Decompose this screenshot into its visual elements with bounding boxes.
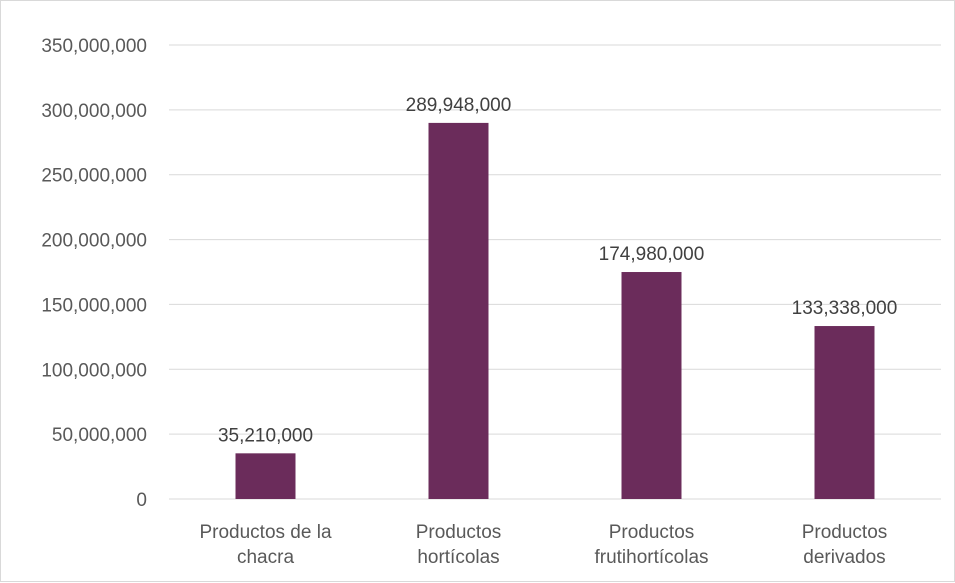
bars (235, 122, 875, 499)
x-tick-label: frutihortícolas (594, 547, 708, 568)
gridlines (169, 44, 941, 500)
bar (814, 326, 875, 499)
bar (235, 453, 296, 499)
data-label: 174,980,000 (599, 244, 705, 265)
bar (428, 122, 489, 499)
y-tick-label: 50,000,000 (52, 425, 147, 446)
y-axis: 0 50,000,000 100,000,000 150,000,000 200,000… (41, 36, 147, 511)
data-label: 35,210,000 (218, 425, 313, 446)
x-tick-label: Productos (609, 522, 695, 543)
data-label: 133,338,000 (792, 298, 898, 319)
x-tick-label: hortícolas (417, 547, 499, 568)
x-tick-label: Productos (416, 522, 502, 543)
x-tick-label: derivados (803, 547, 885, 568)
y-tick-label: 200,000,000 (41, 231, 147, 252)
x-tick-label: chacra (237, 547, 294, 568)
y-tick-label: 100,000,000 (41, 360, 147, 381)
x-tick-label: Productos de la (199, 522, 331, 543)
y-tick-label: 250,000,000 (41, 166, 147, 187)
x-axis: Productos de la chacra Productos hortícolas… (199, 522, 887, 568)
bar (621, 272, 682, 499)
y-tick-label: 150,000,000 (41, 295, 147, 316)
y-tick-label: 0 (136, 490, 147, 511)
y-tick-label: 300,000,000 (41, 101, 147, 122)
y-tick-label: 350,000,000 (41, 36, 147, 57)
data-labels: 35,210,000 289,948,000 174,980,000 133,338,… (218, 95, 897, 446)
data-label: 289,948,000 (406, 95, 512, 116)
x-tick-label: Productos (802, 522, 888, 543)
